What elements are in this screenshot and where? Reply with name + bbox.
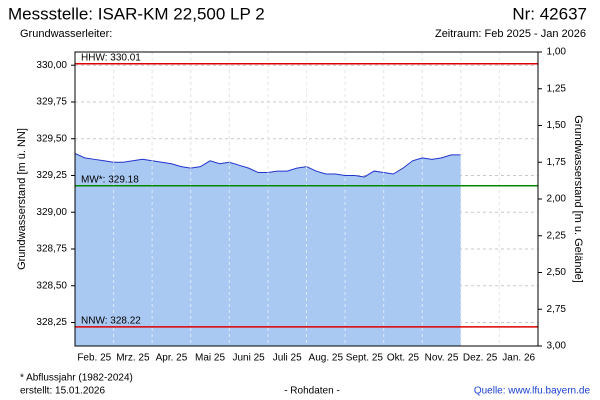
x-tick-label: Juni 25 (233, 353, 266, 364)
y-tick-label: 328,75 (36, 244, 67, 255)
x-tick-label: Aug. 25 (309, 353, 344, 364)
y-tick-label: 330,00 (36, 60, 67, 71)
x-tick-label: Apr. 25 (156, 353, 188, 364)
y2-tick-label: 2,25 (547, 230, 567, 241)
reference-label: HHW: 330.01 (81, 52, 141, 63)
plot-frame (74, 51, 539, 347)
y-tick-label: 329,00 (36, 207, 67, 218)
y2-tick-label: 1,25 (547, 83, 567, 94)
x-tick-label: Juli 25 (273, 353, 302, 364)
rawdata-note: - Rohdaten - (284, 386, 340, 397)
y2-tick-label: 1,00 (547, 47, 567, 58)
x-tick-label: Dez. 25 (463, 353, 498, 364)
x-tick-label: Mrz. 25 (116, 353, 150, 364)
subtitle-left: Grundwasserleiter: (20, 28, 112, 40)
station-number: Nr: 42637 (512, 4, 587, 23)
y-tick-label: 328,25 (36, 317, 67, 328)
reference-label: MW*: 329.18 (81, 174, 139, 185)
y-tick-label: 329,75 (36, 97, 67, 108)
series-area (75, 153, 461, 346)
y2-tick-label: 2,00 (547, 194, 567, 205)
x-tick-label: Nov. 25 (425, 353, 459, 364)
y2-tick-label: 2,50 (547, 267, 567, 278)
reference-label: NNW: 328.22 (81, 316, 141, 327)
x-tick-label: Jan. 26 (502, 353, 535, 364)
y-tick-label: 329,25 (36, 170, 67, 181)
x-tick-label: Okt. 25 (387, 353, 420, 364)
y2-tick-label: 1,50 (547, 120, 567, 131)
source-link[interactable]: Quelle: www.lfu.bayern.de (474, 386, 591, 397)
y-tick-label: 328,50 (36, 280, 67, 291)
y-tick-label: 329,50 (36, 133, 67, 144)
y2-axis-label: Grundwasserstand [m u. Gelände] (572, 115, 584, 283)
x-tick-label: Feb. 25 (77, 353, 111, 364)
chart-title: Messstelle: ISAR-KM 22,500 LP 2 (8, 4, 265, 23)
y-axis-label: Grundwasserstand [m ü. NN] (16, 128, 28, 270)
y2-tick-label: 1,75 (547, 157, 567, 168)
footnote: * Abflussjahr (1982-2024) (20, 373, 133, 384)
subtitle-right: Zeitraum: Feb 2025 - Jan 2026 (435, 28, 586, 40)
x-tick-label: Sept. 25 (346, 353, 384, 364)
created-date: erstellt: 15.01.2026 (20, 386, 105, 397)
x-tick-label: Mai 25 (195, 353, 225, 364)
y2-tick-label: 3,00 (547, 341, 567, 352)
y2-tick-label: 2,75 (547, 304, 567, 315)
